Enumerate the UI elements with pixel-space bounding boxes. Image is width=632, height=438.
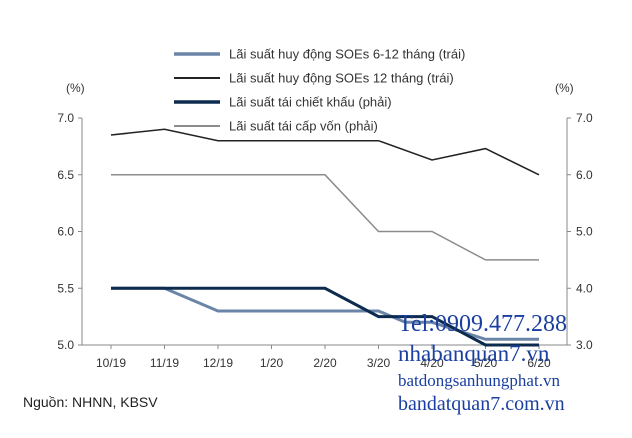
x-axis-ticks: 10/19 11/19 12/19 1/20 2/20 3/20 4/20 5/20 6/20: [96, 345, 551, 370]
x-tick-label: 2/20: [313, 356, 337, 370]
legend-label-1: Lãi suất huy động SOEs 6-12 tháng (trái): [229, 47, 465, 62]
left-axis-unit: (%): [66, 81, 85, 95]
x-tick-label: 4/20: [420, 356, 444, 370]
watermark-site-3: bandatquan7.com.vn: [398, 393, 565, 415]
right-tick-label: 5.0: [576, 225, 593, 239]
watermark-site-2: batdongsanhungphat.vn: [398, 371, 560, 390]
right-tick-label: 6.0: [576, 168, 593, 182]
left-tick-label: 7.0: [57, 111, 74, 125]
left-tick-label: 6.0: [57, 225, 74, 239]
series-line-3: [111, 286, 539, 347]
series-line-4: [111, 174, 539, 261]
x-tick-label: 10/19: [96, 356, 126, 370]
left-tick-label: 5.5: [57, 281, 74, 295]
legend: Lãi suất huy động SOEs 6-12 tháng (trái)…: [174, 47, 465, 134]
x-tick-label: 12/19: [203, 356, 233, 370]
line-chart: Lãi suất huy động SOEs 6-12 tháng (trái)…: [57, 47, 593, 371]
right-tick-label: 4.0: [576, 281, 593, 295]
series-line-2: [110, 128, 540, 176]
right-tick-label: 3.0: [576, 338, 593, 352]
x-tick-label: 3/20: [367, 356, 391, 370]
source-note: Nguồn: NHNN, KBSV: [23, 394, 158, 410]
series-group: [110, 128, 540, 347]
watermark-phone: Tel:0909.477.288: [398, 311, 567, 337]
x-tick-label: 11/19: [150, 356, 179, 370]
legend-label-2: Lãi suất huy động SOEs 12 tháng (trái): [229, 71, 454, 86]
right-tick-label: 7.0: [576, 111, 593, 125]
legend-label-4: Lãi suất tái cấp vốn (phải): [229, 119, 378, 134]
legend-label-3: Lãi suất tái chiết khấu (phải): [229, 95, 392, 110]
x-tick-label: 5/20: [474, 356, 498, 370]
x-tick-label: 6/20: [527, 356, 551, 370]
x-tick-label: 1/20: [260, 356, 284, 370]
right-axis-unit: (%): [555, 81, 574, 95]
watermark-site-1: nhabanquan7.vn: [398, 341, 550, 366]
right-axis-ticks: 3.0 4.0 5.0 6.0 7.0: [567, 111, 593, 352]
left-tick-label: 6.5: [57, 168, 74, 182]
left-axis-ticks: 5.0 5.5 6.0 6.5 7.0: [57, 111, 82, 352]
left-tick-label: 5.0: [57, 338, 74, 352]
